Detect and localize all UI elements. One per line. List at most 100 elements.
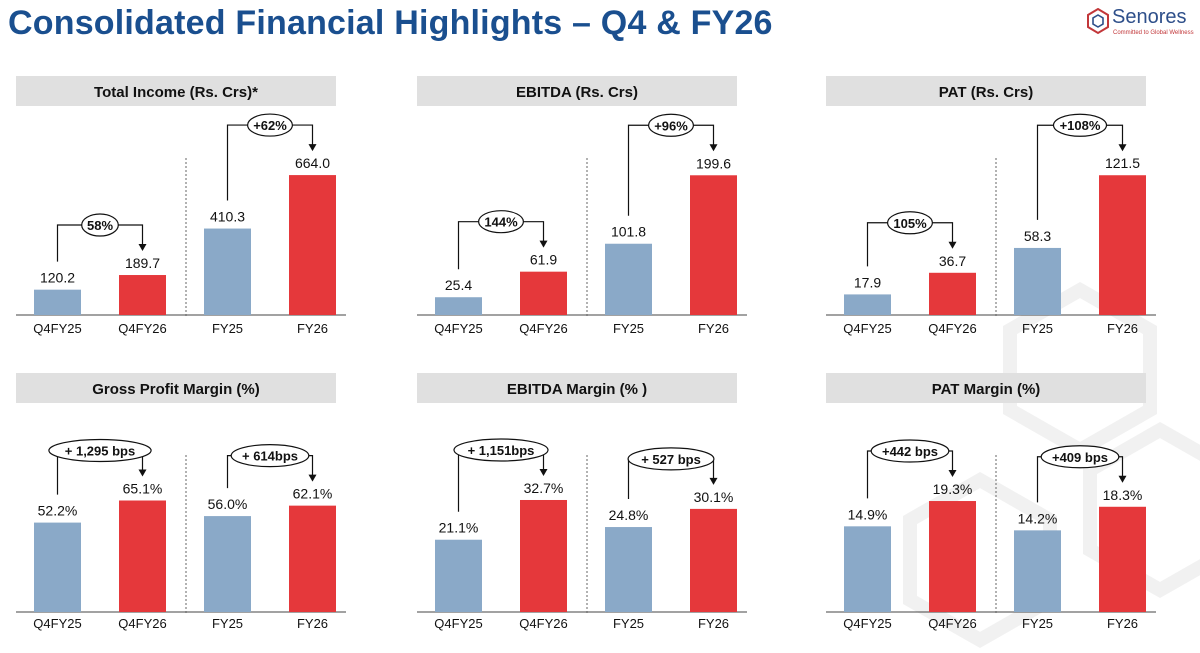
x-tick-label: Q4FY25 [843, 321, 891, 336]
growth-label: +96% [654, 118, 688, 133]
x-tick-label: Q4FY25 [434, 321, 482, 336]
data-label: 36.7 [939, 253, 966, 269]
chart-title-box [826, 76, 1146, 106]
growth-arrowhead [308, 474, 317, 482]
chart-panel-4: Gross Profit Margin (%) 52.2% Q4FY25 65.1% Q… [16, 373, 346, 631]
chart-title: Total Income (Rs. Crs)* [94, 84, 258, 101]
x-tick-label: Q4FY25 [33, 616, 81, 631]
data-label: 18.3% [1103, 487, 1143, 503]
chart-title: EBITDA (Rs. Crs) [516, 84, 638, 101]
brand-name: Senores [1112, 6, 1187, 28]
x-tick-label: FY25 [613, 321, 644, 336]
growth-arrowhead [948, 241, 957, 249]
brand-logo: Senores Committed to Global Wellness [1086, 6, 1196, 46]
data-label: 56.0% [208, 496, 248, 512]
bar-q4fy26 [929, 501, 976, 612]
chart-panel-1: Total Income (Rs. Crs)* 120.2 Q4FY25 189.7 Q… [16, 76, 346, 336]
growth-arrowhead [709, 477, 718, 485]
x-tick-label: FY25 [212, 321, 243, 336]
x-tick-label: Q4FY25 [33, 321, 81, 336]
x-tick-label: FY26 [1107, 616, 1138, 631]
growth-arrowhead [539, 468, 548, 476]
growth-badge [247, 113, 294, 137]
bar-fy26 [289, 175, 336, 315]
growth-arrowhead [138, 469, 147, 477]
data-label: 14.9% [848, 506, 888, 522]
growth-label: 58% [87, 218, 113, 233]
growth-label: + 527 bps [641, 452, 701, 467]
page-title: Consolidated Financial Highlights – Q4 &… [8, 4, 773, 42]
x-tick-label: Q4FY26 [118, 616, 166, 631]
growth-badge [230, 444, 310, 468]
chart-title-box [417, 373, 737, 403]
growth-arrowhead [1118, 144, 1127, 152]
growth-label: +62% [253, 118, 287, 133]
bar-q4fy26 [119, 500, 166, 612]
bar-fy26 [289, 505, 336, 612]
growth-arrowhead [948, 470, 957, 478]
chart-title: PAT Margin (%) [932, 381, 1041, 398]
data-label: 25.4 [445, 277, 472, 293]
data-label: 24.8% [609, 507, 649, 523]
growth-badge [453, 438, 549, 462]
chart-panel-3: PAT (Rs. Crs) 17.9 Q4FY25 36.7 Q4FY26 58.3 FY2… [826, 76, 1156, 336]
bar-q4fy26 [929, 272, 976, 315]
bar-q4fy25 [34, 522, 81, 612]
data-label: 21.1% [439, 520, 479, 536]
data-label: 32.7% [524, 480, 564, 496]
growth-label: +409 bps [1052, 450, 1108, 465]
x-tick-label: Q4FY25 [843, 616, 891, 631]
x-tick-label: FY26 [1107, 321, 1138, 336]
x-tick-label: Q4FY26 [118, 321, 166, 336]
growth-badge [870, 439, 950, 463]
growth-badge [1040, 445, 1120, 469]
x-tick-label: Q4FY26 [519, 616, 567, 631]
bar-q4fy26 [119, 275, 166, 315]
data-label: 410.3 [210, 209, 245, 225]
chart-panel-5: EBITDA Margin (% ) 21.1% Q4FY25 32.7% Q4FY26… [417, 373, 747, 631]
growth-label: + 614bps [242, 449, 298, 464]
x-tick-label: FY25 [1022, 616, 1053, 631]
growth-badge [886, 211, 933, 235]
chart-title-box [417, 76, 737, 106]
x-tick-label: FY26 [297, 321, 328, 336]
growth-arrowhead [709, 144, 718, 152]
chart-panel-6: PAT Margin (%) 14.9% Q4FY25 19.3% Q4FY26 14.2… [826, 373, 1156, 631]
growth-label: +108% [1060, 118, 1101, 133]
data-label: 30.1% [694, 489, 734, 505]
growth-arrowhead [138, 244, 147, 252]
bar-fy26 [1099, 506, 1146, 612]
bar-fy25 [204, 228, 251, 315]
data-label: 189.7 [125, 255, 160, 271]
bar-fy25 [204, 516, 251, 612]
growth-badge [81, 213, 119, 237]
bar-q4fy25 [844, 526, 891, 612]
bar-q4fy25 [435, 539, 482, 612]
bar-q4fy25 [435, 297, 482, 315]
data-label: 664.0 [295, 155, 330, 171]
brand-tagline: Committed to Global Wellness [1113, 30, 1194, 36]
growth-badge [48, 438, 152, 463]
data-label: 120.2 [40, 270, 75, 286]
x-tick-label: Q4FY26 [928, 321, 976, 336]
data-label: 61.9 [530, 252, 557, 268]
chart-panel-2: EBITDA (Rs. Crs) 25.4 Q4FY25 61.9 Q4FY26 101.… [417, 76, 747, 336]
bar-q4fy25 [844, 294, 891, 315]
growth-label: 144% [484, 215, 518, 230]
logo-hexagon-icon [1087, 8, 1109, 35]
chart-title-box [16, 76, 336, 106]
growth-label: 105% [893, 216, 927, 231]
growth-badge [627, 447, 715, 471]
chart-title-box [16, 373, 336, 403]
growth-badge [647, 113, 694, 137]
growth-label: + 1,295 bps [65, 443, 135, 458]
bar-fy26 [690, 175, 737, 315]
x-tick-label: FY25 [212, 616, 243, 631]
data-label: 19.3% [933, 481, 973, 497]
data-label: 65.1% [123, 480, 163, 496]
x-tick-label: FY25 [613, 616, 644, 631]
bar-q4fy26 [520, 499, 567, 612]
chart-title: Gross Profit Margin (%) [92, 381, 260, 398]
bar-fy25 [605, 243, 652, 315]
